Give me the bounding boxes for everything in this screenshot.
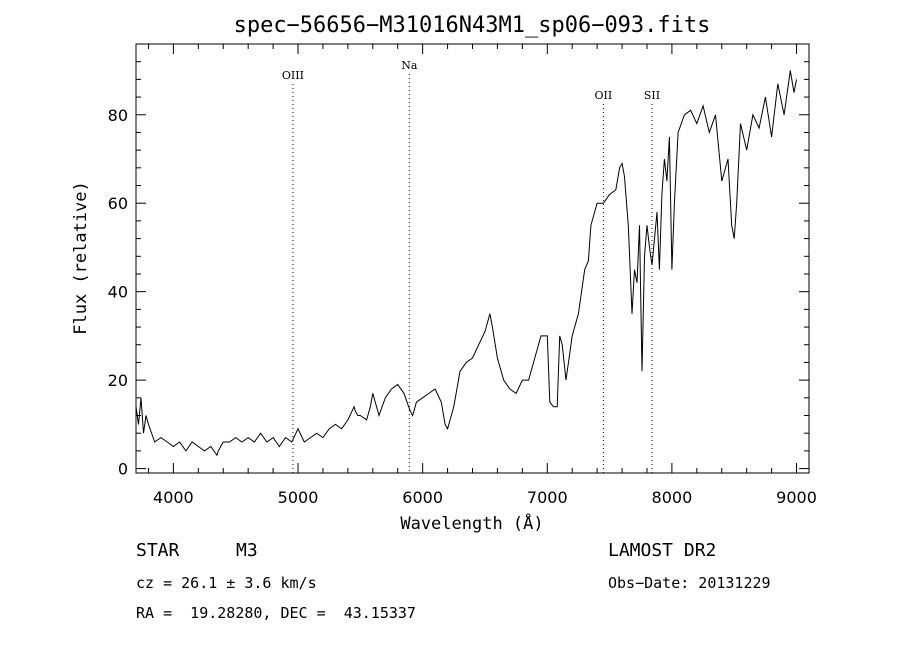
axis-ticks: 4000 5000 6000 7000 8000 9000 0 20 40 60 80 — [108, 44, 817, 507]
x-tick-label: 7000 — [527, 488, 568, 507]
observation-date: Obs−Date: 20131229 — [608, 574, 771, 592]
spectrum-line — [135, 70, 797, 457]
coordinates: RA = 19.28280, DEC = 43.15337 — [136, 604, 416, 622]
spectral-line-label: Na — [401, 59, 418, 72]
plot-frame — [135, 43, 810, 474]
y-tick-label: 60 — [108, 194, 128, 213]
chart-title: spec−56656−M31016N43M1_sp06−093.fits — [234, 13, 711, 38]
survey-name: LAMOST DR2 — [608, 540, 717, 561]
x-tick-label: 5000 — [278, 488, 319, 507]
x-tick-label: 8000 — [652, 488, 693, 507]
x-tick-label: 6000 — [402, 488, 443, 507]
x-tick-label: 9000 — [776, 488, 817, 507]
spectral-line-markers: OIII Na OII SII — [282, 59, 660, 473]
y-tick-label: 20 — [108, 371, 128, 390]
y-tick-label: 0 — [118, 460, 128, 479]
spectral-line-label: OIII — [282, 69, 304, 82]
object-subclass: M3 — [236, 540, 258, 561]
redshift-value: cz = 26.1 ± 3.6 km/s — [136, 574, 317, 592]
x-axis-label: Wavelength (Å) — [400, 512, 543, 534]
y-tick-label: 40 — [108, 283, 128, 302]
x-tick-label: 4000 — [153, 488, 194, 507]
object-class: STAR — [136, 540, 180, 561]
y-tick-label: 80 — [108, 106, 128, 125]
y-axis-label: Flux (relative) — [71, 181, 91, 335]
spectral-line-label: OII — [595, 89, 613, 102]
spectral-line-label: SII — [644, 89, 660, 102]
